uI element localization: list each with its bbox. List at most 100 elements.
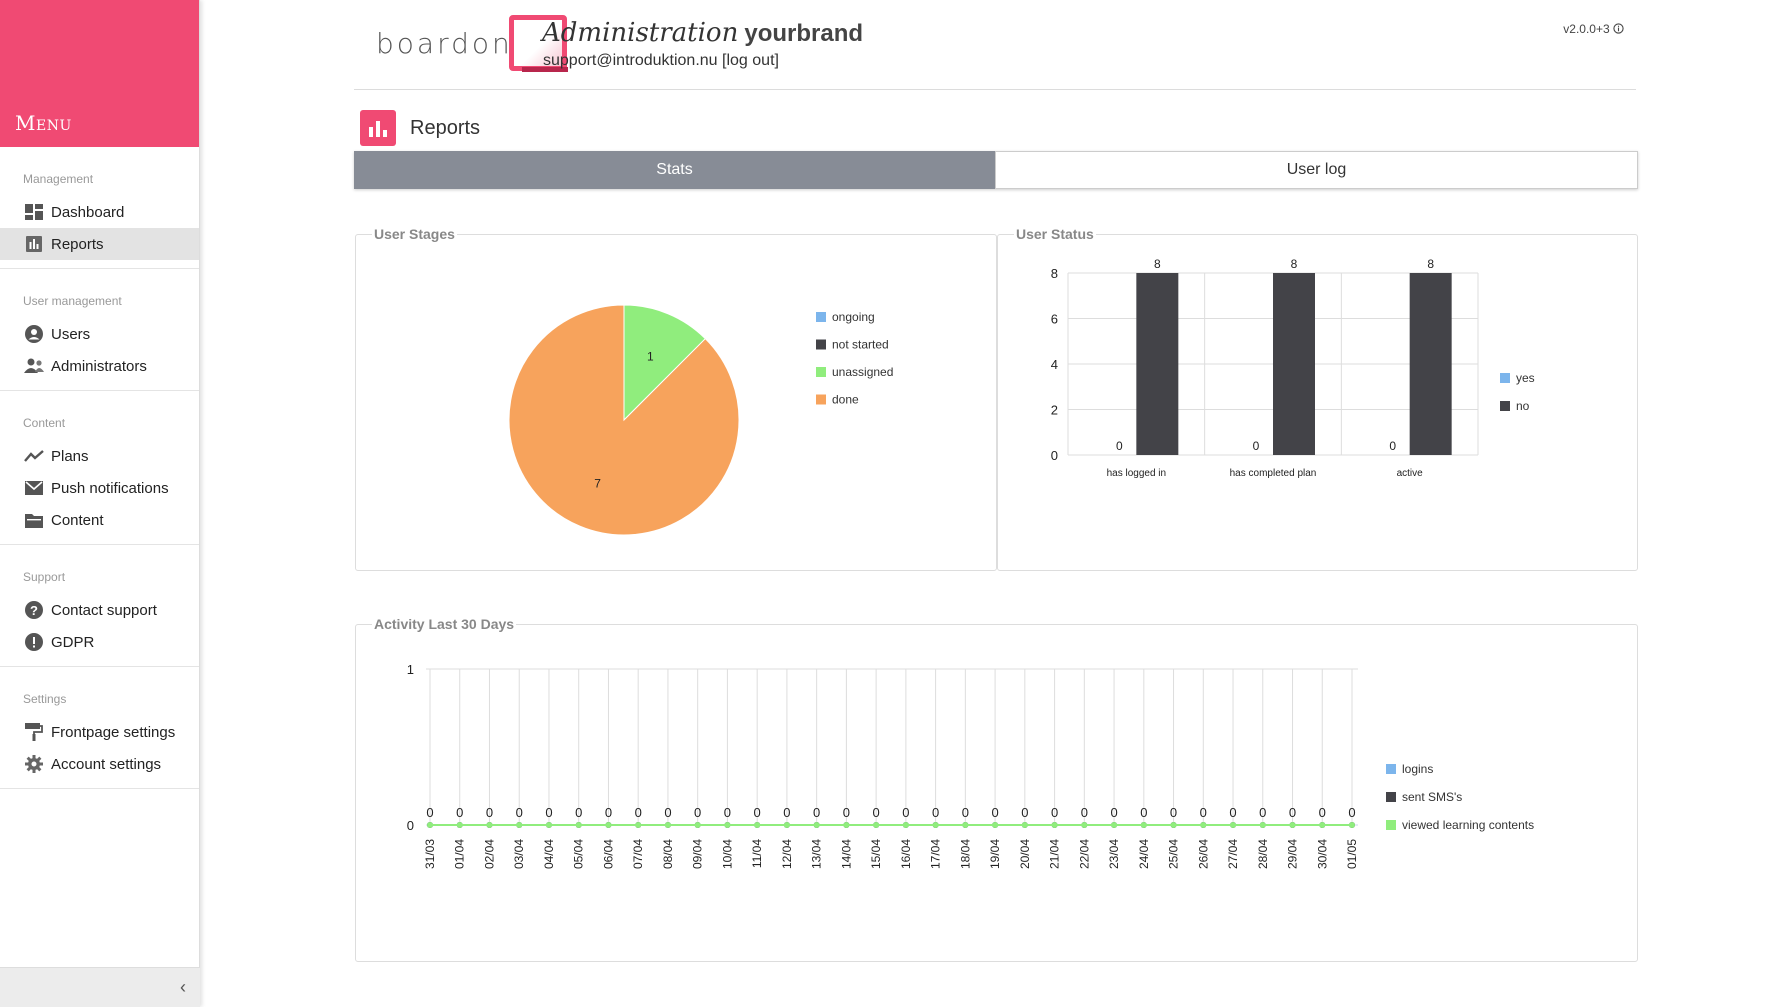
point-data-label: 0: [724, 805, 731, 820]
point-data-label: 0: [545, 805, 552, 820]
tab-stats[interactable]: Stats: [354, 151, 995, 189]
point-viewed-learning-contents: [1230, 822, 1237, 828]
point-viewed-learning-contents: [932, 822, 939, 828]
folder-icon: [24, 511, 44, 529]
sidebar-item-account-settings[interactable]: Account settings: [0, 748, 199, 780]
x-tick-label: 06/04: [601, 839, 615, 869]
point-viewed-learning-contents: [1021, 822, 1028, 828]
legend-label: unassigned: [832, 365, 893, 379]
x-tick-label: 22/04: [1077, 839, 1091, 869]
bar-chart-icon: [24, 235, 44, 253]
legend-label: logins: [1402, 762, 1433, 776]
point-data-label: 0: [932, 805, 939, 820]
sidebar-item-content[interactable]: Content: [0, 504, 199, 536]
y-tick-label: 2: [1051, 403, 1058, 418]
pie-data-label: 7: [594, 477, 601, 491]
point-viewed-learning-contents: [516, 822, 523, 828]
x-tick-label: 28/04: [1256, 839, 1270, 869]
svg-text:?: ?: [30, 603, 38, 618]
bar-no-has-logged-in: [1136, 273, 1179, 455]
point-viewed-learning-contents: [783, 822, 790, 828]
x-tick-label: 31/03: [423, 839, 437, 869]
x-tick-label: active: [1397, 468, 1424, 479]
y-tick-label: 6: [1051, 312, 1058, 327]
sidebar-item-label: Push notifications: [51, 479, 169, 497]
x-tick-label: 09/04: [691, 839, 705, 869]
nav-section-support: Support ? Contact support GDPR: [0, 545, 199, 667]
x-tick-label: 08/04: [661, 839, 675, 869]
x-tick-label: 13/04: [810, 839, 824, 869]
admin-title-label: Administration: [542, 18, 739, 48]
paint-roller-icon: [24, 723, 44, 741]
sidebar-item-contact-support[interactable]: ? Contact support: [0, 594, 199, 626]
user-stages-pie-chart: 1 7 ongoing not started unassigned done: [508, 304, 893, 536]
tab-user-log[interactable]: User log: [995, 151, 1638, 189]
nav-section-title: Support: [23, 570, 66, 584]
legend-swatch: [816, 312, 826, 322]
y-tick-label: 4: [1051, 357, 1058, 372]
nav-section-title: Management: [23, 172, 94, 186]
sidebar-item-frontpage-settings[interactable]: Frontpage settings: [0, 716, 199, 748]
logout-link[interactable]: [log out]: [722, 52, 779, 69]
sidebar-item-administrators[interactable]: Administrators: [0, 350, 199, 382]
point-viewed-learning-contents: [664, 822, 671, 828]
point-data-label: 0: [456, 805, 463, 820]
sidebar-item-dashboard[interactable]: Dashboard: [0, 196, 199, 228]
point-data-label: 0: [1110, 805, 1117, 820]
point-data-label: 0: [694, 805, 701, 820]
gear-icon: [24, 755, 44, 773]
sidebar-item-label: Content: [51, 511, 104, 529]
users-icon: [24, 357, 44, 375]
x-tick-label: 04/04: [542, 839, 556, 869]
bar-data-label: 0: [1116, 439, 1123, 453]
sidebar-item-gdpr[interactable]: GDPR: [0, 626, 199, 658]
bar-data-label: 8: [1154, 257, 1161, 271]
point-data-label: 0: [1229, 805, 1236, 820]
point-data-label: 0: [1140, 805, 1147, 820]
legend-swatch: [1386, 820, 1396, 830]
trend-icon: [24, 447, 44, 465]
point-data-label: 0: [1081, 805, 1088, 820]
sidebar: Menu Management Dashboard Reports User mana…: [0, 0, 200, 1007]
sidebar-item-users[interactable]: Users: [0, 318, 199, 350]
point-viewed-learning-contents: [1289, 822, 1296, 828]
x-tick-label: 17/04: [929, 839, 943, 869]
y-tick-label: 8: [1051, 266, 1058, 281]
x-tick-label: 26/04: [1196, 839, 1210, 869]
collapse-sidebar-button[interactable]: ‹: [0, 967, 200, 1007]
x-tick-label: 14/04: [839, 839, 853, 869]
point-data-label: 0: [1200, 805, 1207, 820]
page-title-text: Reports: [410, 116, 481, 139]
point-viewed-learning-contents: [694, 822, 701, 828]
logo-mark-icon: [508, 15, 568, 72]
point-viewed-learning-contents: [754, 822, 761, 828]
point-data-label: 0: [813, 805, 820, 820]
legend-swatch: [816, 367, 826, 377]
x-tick-label: 05/04: [572, 839, 586, 869]
x-tick-label: 01/04: [453, 839, 467, 869]
point-viewed-learning-contents: [1349, 822, 1355, 828]
sidebar-item-label: GDPR: [51, 633, 95, 651]
version-info[interactable]: v2.0.0+3: [1563, 22, 1624, 36]
bar-no-has-completed-plan: [1273, 273, 1315, 455]
point-viewed-learning-contents: [1200, 822, 1207, 828]
menu-label: Menu: [15, 111, 72, 135]
activity-line-chart: 0 1 0 0 0 0 0 0 0 0 0 0 0 0 0 0 0 0 0 0 0 0 0 0 0 0 0 0 0 0 0 0 0 0 31/03 0…: [407, 662, 1534, 869]
sidebar-item-push-notifications[interactable]: Push notifications: [0, 472, 199, 504]
point-data-label: 0: [962, 805, 969, 820]
x-tick-label: 02/04: [482, 839, 496, 869]
sidebar-item-reports[interactable]: Reports: [0, 228, 199, 260]
point-data-label: 0: [902, 805, 909, 820]
exclamation-icon: [24, 633, 44, 651]
envelope-icon: [24, 479, 44, 497]
boardon-logo[interactable]: boardon: [376, 15, 568, 72]
point-viewed-learning-contents: [1259, 822, 1266, 828]
x-tick-label: 15/04: [869, 839, 883, 869]
x-tick-label: has completed plan: [1230, 468, 1317, 479]
sidebar-item-plans[interactable]: Plans: [0, 440, 199, 472]
nav-section-settings: Settings Frontpage settings Account settin…: [0, 667, 199, 789]
bar-data-label: 8: [1291, 257, 1298, 271]
menu-header[interactable]: Menu: [0, 0, 199, 147]
x-tick-label: 11/04: [750, 839, 764, 868]
